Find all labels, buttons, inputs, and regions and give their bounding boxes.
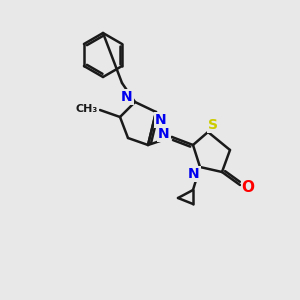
Text: S: S	[208, 118, 218, 132]
Text: N: N	[188, 167, 200, 181]
Text: N: N	[158, 127, 170, 141]
Text: N: N	[155, 113, 167, 127]
Text: N: N	[121, 90, 133, 104]
Text: O: O	[242, 179, 254, 194]
Text: CH₃: CH₃	[76, 104, 98, 114]
